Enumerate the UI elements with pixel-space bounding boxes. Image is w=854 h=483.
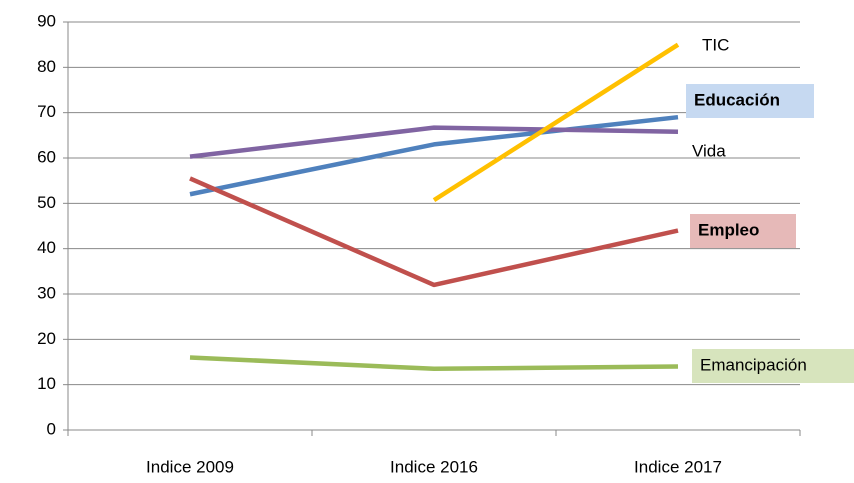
y-tick-label: 10 <box>37 374 56 393</box>
x-tick-label: Indice 2017 <box>634 457 722 476</box>
series-label: Educación <box>694 90 780 109</box>
series-line <box>189 125 679 159</box>
series-line <box>432 42 680 203</box>
y-tick-label: 50 <box>37 193 56 212</box>
y-tick-label: 0 <box>47 419 56 438</box>
series-line <box>189 355 679 372</box>
x-tick-label: Indice 2016 <box>390 457 478 476</box>
y-tick-label: 90 <box>37 11 56 30</box>
x-tick-label: Indice 2009 <box>146 457 234 476</box>
series-label: Vida <box>692 141 726 160</box>
series-label: TIC <box>702 35 729 54</box>
series-label: Emancipación <box>700 355 807 374</box>
y-tick-label: 30 <box>37 283 56 302</box>
label-background <box>686 84 814 118</box>
series-line <box>189 176 679 288</box>
label-background <box>690 214 796 248</box>
y-tick-label: 40 <box>37 238 56 257</box>
y-tick-label: 60 <box>37 147 56 166</box>
y-tick-label: 70 <box>37 102 56 121</box>
y-tick-label: 20 <box>37 329 56 348</box>
y-tick-label: 80 <box>37 57 56 76</box>
series-label: Empleo <box>698 220 759 239</box>
series-line <box>189 114 679 197</box>
label-background <box>692 349 854 383</box>
